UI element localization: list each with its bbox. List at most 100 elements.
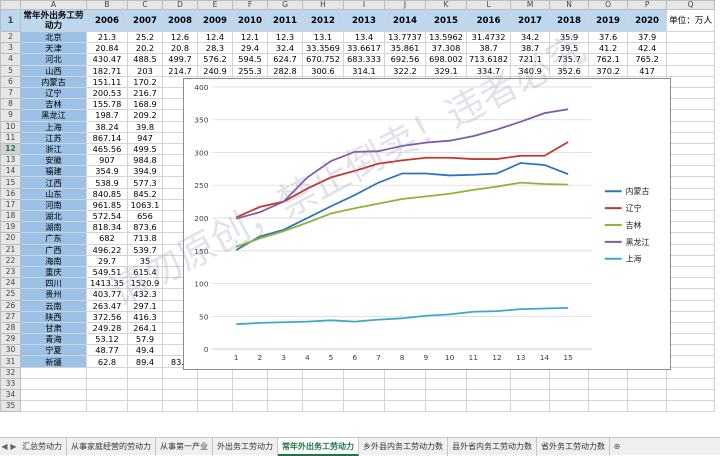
column-header-I[interactable]: I bbox=[343, 0, 385, 10]
data-cell[interactable]: 372.56 bbox=[86, 310, 128, 323]
empty-cell[interactable] bbox=[627, 388, 668, 402]
data-cell[interactable]: 549.51 bbox=[86, 265, 128, 279]
empty-cell[interactable] bbox=[267, 400, 303, 413]
empty-cell[interactable] bbox=[666, 109, 716, 122]
add-sheet-icon[interactable]: ⊕ bbox=[613, 442, 621, 451]
empty-cell[interactable] bbox=[86, 400, 128, 413]
empty-cell[interactable] bbox=[302, 388, 344, 402]
empty-cell[interactable] bbox=[510, 388, 551, 402]
data-cell[interactable]: 13.4 bbox=[343, 30, 385, 44]
data-cell[interactable]: 416.3 bbox=[127, 310, 163, 323]
data-cell[interactable]: 263.47 bbox=[86, 299, 128, 312]
row-header[interactable]: 25 bbox=[0, 288, 21, 301]
province-cell[interactable]: 陕西 bbox=[20, 310, 87, 323]
data-cell[interactable]: 13.5962 bbox=[425, 30, 467, 44]
column-header-B[interactable]: B bbox=[86, 0, 128, 10]
data-cell[interactable]: 209.2 bbox=[127, 109, 163, 122]
column-header-C[interactable]: C bbox=[127, 0, 163, 10]
province-cell[interactable]: 江苏 bbox=[20, 131, 87, 144]
province-cell[interactable]: 浙江 bbox=[20, 142, 87, 156]
province-cell[interactable]: 黑龙江 bbox=[20, 109, 87, 122]
empty-cell[interactable] bbox=[465, 400, 512, 413]
empty-cell[interactable] bbox=[588, 377, 629, 391]
data-cell[interactable]: 765.2 bbox=[627, 53, 668, 66]
row-header[interactable]: 15 bbox=[0, 176, 21, 189]
empty-cell[interactable] bbox=[666, 165, 716, 178]
data-cell[interactable]: 394.9 bbox=[127, 165, 163, 178]
row-header[interactable]: 34 bbox=[0, 388, 21, 402]
row-header[interactable]: 5 bbox=[0, 64, 21, 77]
row-header[interactable]: 23 bbox=[0, 265, 21, 279]
empty-cell[interactable] bbox=[627, 400, 668, 413]
data-cell[interactable]: 12.3 bbox=[267, 30, 303, 44]
empty-cell[interactable] bbox=[343, 377, 385, 391]
data-cell[interactable]: 594.5 bbox=[232, 53, 268, 66]
row-header[interactable]: 13 bbox=[0, 154, 21, 167]
data-cell[interactable]: 39.5 bbox=[549, 42, 590, 55]
data-cell[interactable]: 403.77 bbox=[86, 288, 128, 301]
column-header-F[interactable]: F bbox=[232, 0, 268, 10]
data-cell[interactable]: 12.1 bbox=[232, 30, 268, 44]
data-cell[interactable]: 539.7 bbox=[127, 243, 163, 256]
data-cell[interactable]: 29.4 bbox=[232, 42, 268, 55]
year-header-cell[interactable]: 2013 bbox=[343, 9, 385, 32]
data-cell[interactable]: 29.7 bbox=[86, 254, 128, 267]
data-cell[interactable]: 37.9 bbox=[627, 30, 668, 44]
row-header[interactable]: 35 bbox=[0, 400, 21, 413]
row-header[interactable]: 29 bbox=[0, 333, 21, 346]
data-cell[interactable]: 762.1 bbox=[588, 53, 629, 66]
empty-cell[interactable] bbox=[384, 400, 426, 413]
data-cell[interactable]: 947 bbox=[127, 131, 163, 144]
row-header[interactable]: 7 bbox=[0, 86, 21, 100]
year-header-cell[interactable]: 2009 bbox=[197, 9, 233, 32]
sheet-tab[interactable]: 汇总劳动力 bbox=[18, 437, 67, 456]
empty-cell[interactable] bbox=[588, 388, 629, 402]
empty-cell[interactable] bbox=[425, 400, 467, 413]
province-cell[interactable]: 福建 bbox=[20, 165, 87, 178]
empty-cell[interactable] bbox=[666, 53, 716, 66]
data-cell[interactable]: 151.11 bbox=[86, 75, 128, 88]
province-cell[interactable]: 青海 bbox=[20, 333, 87, 346]
column-header-D[interactable]: D bbox=[162, 0, 198, 10]
column-header-K[interactable]: K bbox=[425, 0, 467, 10]
data-cell[interactable]: 37.308 bbox=[425, 42, 467, 55]
sheet-tab[interactable]: 外出务工劳动力 bbox=[213, 437, 278, 456]
province-cell[interactable]: 云南 bbox=[20, 299, 87, 312]
column-header-M[interactable]: M bbox=[510, 0, 551, 10]
data-cell[interactable]: 41.2 bbox=[588, 42, 629, 55]
year-header-cell[interactable]: 2010 bbox=[232, 9, 268, 32]
province-cell[interactable]: 湖南 bbox=[20, 221, 87, 234]
row-header[interactable]: 27 bbox=[0, 310, 21, 323]
province-cell[interactable]: 宁夏 bbox=[20, 344, 87, 357]
province-cell[interactable]: 重庆 bbox=[20, 265, 87, 279]
series-line-2[interactable] bbox=[235, 181, 569, 248]
column-header-G[interactable]: G bbox=[267, 0, 303, 10]
data-cell[interactable]: 89.4 bbox=[127, 355, 163, 368]
empty-cell[interactable] bbox=[549, 377, 590, 391]
series-line-3[interactable] bbox=[235, 108, 569, 220]
row-header[interactable]: 22 bbox=[0, 254, 21, 267]
year-header-cell[interactable]: 2020 bbox=[627, 9, 668, 32]
data-cell[interactable]: 1520.9 bbox=[127, 277, 163, 290]
empty-cell[interactable] bbox=[666, 321, 716, 335]
empty-cell[interactable] bbox=[666, 187, 716, 200]
province-cell[interactable]: 安徽 bbox=[20, 154, 87, 167]
data-cell[interactable]: 28.3 bbox=[197, 42, 233, 55]
year-header-cell[interactable]: 2014 bbox=[384, 9, 426, 32]
empty-cell[interactable] bbox=[666, 254, 716, 267]
data-cell[interactable]: 907 bbox=[86, 154, 128, 167]
tab-scroll-right-icon[interactable]: ▶ bbox=[10, 442, 17, 451]
province-cell[interactable]: 湖北 bbox=[20, 209, 87, 223]
data-cell[interactable]: 496.22 bbox=[86, 243, 128, 256]
empty-cell[interactable] bbox=[197, 377, 233, 391]
data-cell[interactable]: 13.7737 bbox=[384, 30, 426, 44]
empty-cell[interactable] bbox=[666, 344, 716, 357]
row-header[interactable]: 2 bbox=[0, 30, 21, 44]
sheet-tab[interactable]: 常年外出务工劳动力 bbox=[278, 437, 359, 456]
empty-cell[interactable] bbox=[666, 120, 716, 133]
empty-cell[interactable] bbox=[20, 400, 87, 413]
province-cell[interactable]: 辽宁 bbox=[20, 86, 87, 100]
row-header[interactable]: 9 bbox=[0, 109, 21, 122]
empty-cell[interactable] bbox=[20, 388, 87, 402]
data-cell[interactable]: 38.7 bbox=[465, 42, 512, 55]
